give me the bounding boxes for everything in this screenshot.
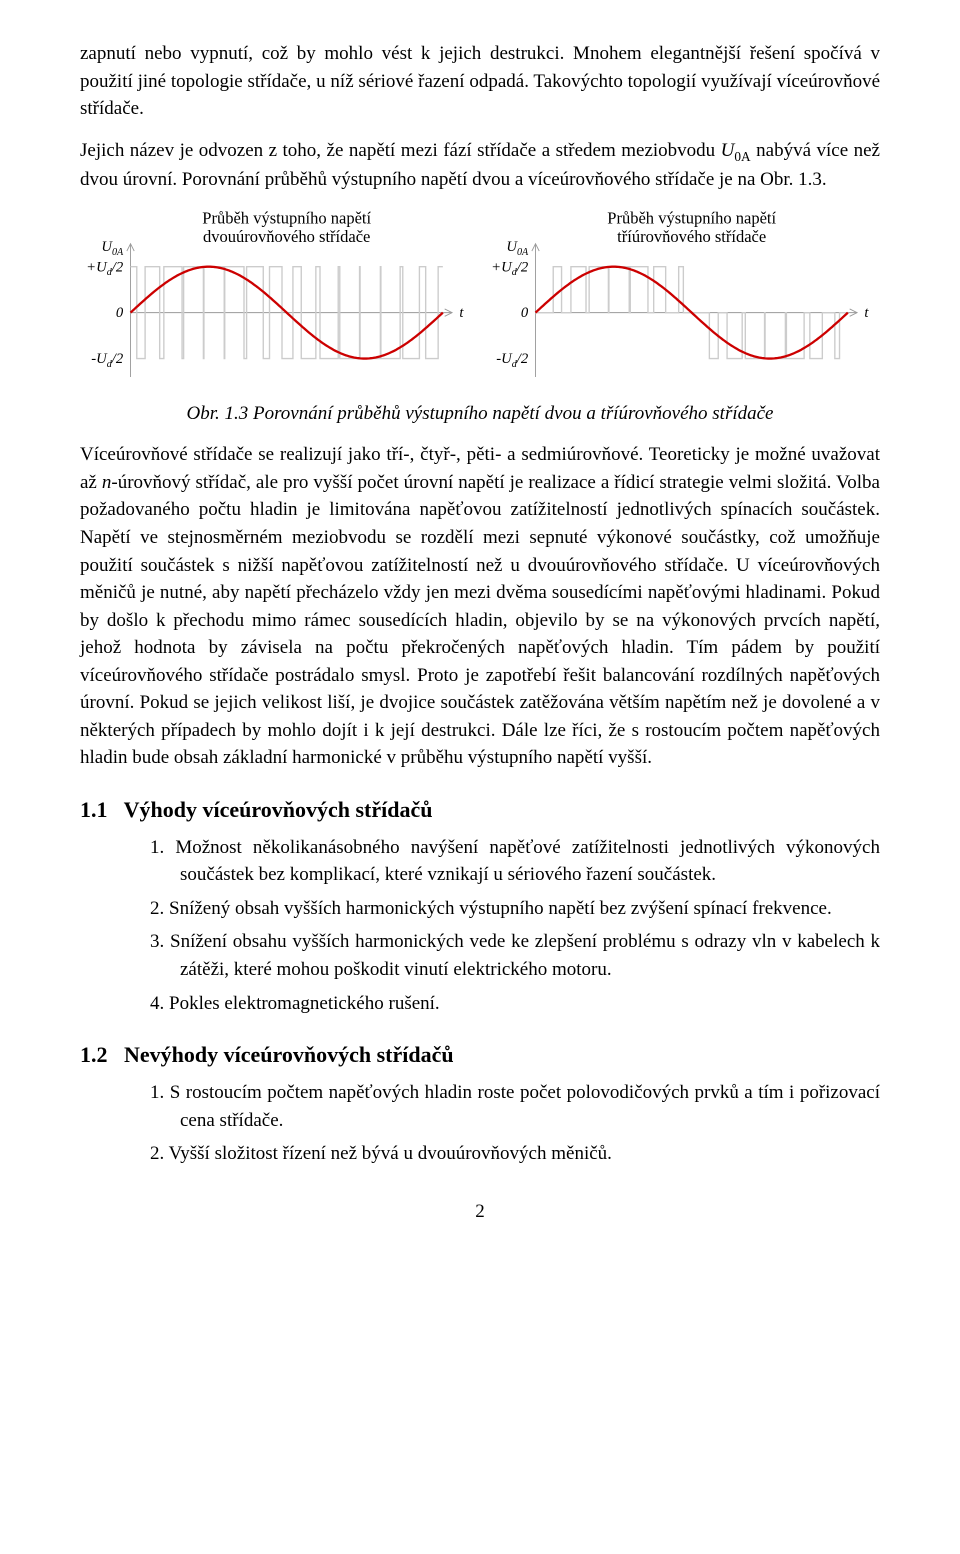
- list-item: 2. Snížený obsah vyšších harmonických vý…: [150, 895, 880, 923]
- section-title: Výhody víceúrovňových střídačů: [124, 797, 433, 822]
- advantages-list: 1. Možnost několikanásobného navýšení na…: [80, 834, 880, 1017]
- section-num: 1.2: [80, 1042, 108, 1067]
- svg-text:U0A: U0A: [101, 239, 124, 258]
- section-advantages-heading: 1.1 Výhody víceúrovňových střídačů: [80, 794, 880, 826]
- section-num: 1.1: [80, 797, 108, 822]
- list-item: 2. Vyšší složitost řízení než bývá u dvo…: [150, 1140, 880, 1168]
- section-disadvantages-heading: 1.2 Nevýhody víceúrovňových střídačů: [80, 1039, 880, 1071]
- para3-part-b: -úrovňový střídač, ale pro vyšší počet ú…: [80, 472, 880, 768]
- svg-text:tříúrovňového střídače: tříúrovňového střídače: [617, 227, 766, 246]
- paragraph-intro: zapnutí nebo vypnutí, což by mohlo vést …: [80, 40, 880, 123]
- svg-text:-Ud/2: -Ud/2: [496, 351, 529, 370]
- svg-text:dvouúrovňového střídače: dvouúrovňového střídače: [203, 227, 370, 246]
- paragraph-body: Víceúrovňové střídače se realizují jako …: [80, 441, 880, 772]
- symbol-n: n: [102, 472, 112, 493]
- svg-text:0: 0: [521, 305, 529, 321]
- svg-text:t: t: [864, 305, 869, 321]
- chart-two-level: Průběh výstupního napětídvouúrovňového s…: [80, 207, 475, 382]
- disadvantages-list: 1. S rostoucím počtem napěťových hladin …: [80, 1079, 880, 1168]
- figure-caption: Obr. 1.3 Porovnání průběhů výstupního na…: [80, 400, 880, 428]
- paragraph-naming: Jejich název je odvozen z toho, že napět…: [80, 137, 880, 194]
- charts-row: Průběh výstupního napětídvouúrovňového s…: [80, 207, 880, 382]
- svg-text:Průběh výstupního napětí: Průběh výstupního napětí: [202, 209, 371, 228]
- list-item: 4. Pokles elektromagnetického rušení.: [150, 990, 880, 1018]
- svg-text:t: t: [459, 305, 464, 321]
- list-item: 3. Snížení obsahu vyšších harmonických v…: [150, 928, 880, 983]
- svg-text:Průběh výstupního napětí: Průběh výstupního napětí: [607, 209, 776, 228]
- svg-text:-Ud/2: -Ud/2: [91, 351, 124, 370]
- section-title: Nevýhody víceúrovňových střídačů: [124, 1042, 454, 1067]
- svg-text:U0A: U0A: [506, 239, 529, 258]
- svg-text:0: 0: [116, 305, 124, 321]
- symbol-U: U: [721, 140, 735, 161]
- symbol-U-sub: 0A: [734, 148, 750, 163]
- page-number: 2: [80, 1198, 880, 1226]
- chart-three-level: Průběh výstupního napětítříúrovňového st…: [485, 207, 880, 382]
- list-item: 1. S rostoucím počtem napěťových hladin …: [150, 1079, 880, 1134]
- svg-text:+Ud/2: +Ud/2: [86, 260, 124, 279]
- list-item: 1. Možnost několikanásobného navýšení na…: [150, 834, 880, 889]
- svg-text:+Ud/2: +Ud/2: [491, 260, 529, 279]
- para2-part-a: Jejich název je odvozen z toho, že napět…: [80, 140, 721, 161]
